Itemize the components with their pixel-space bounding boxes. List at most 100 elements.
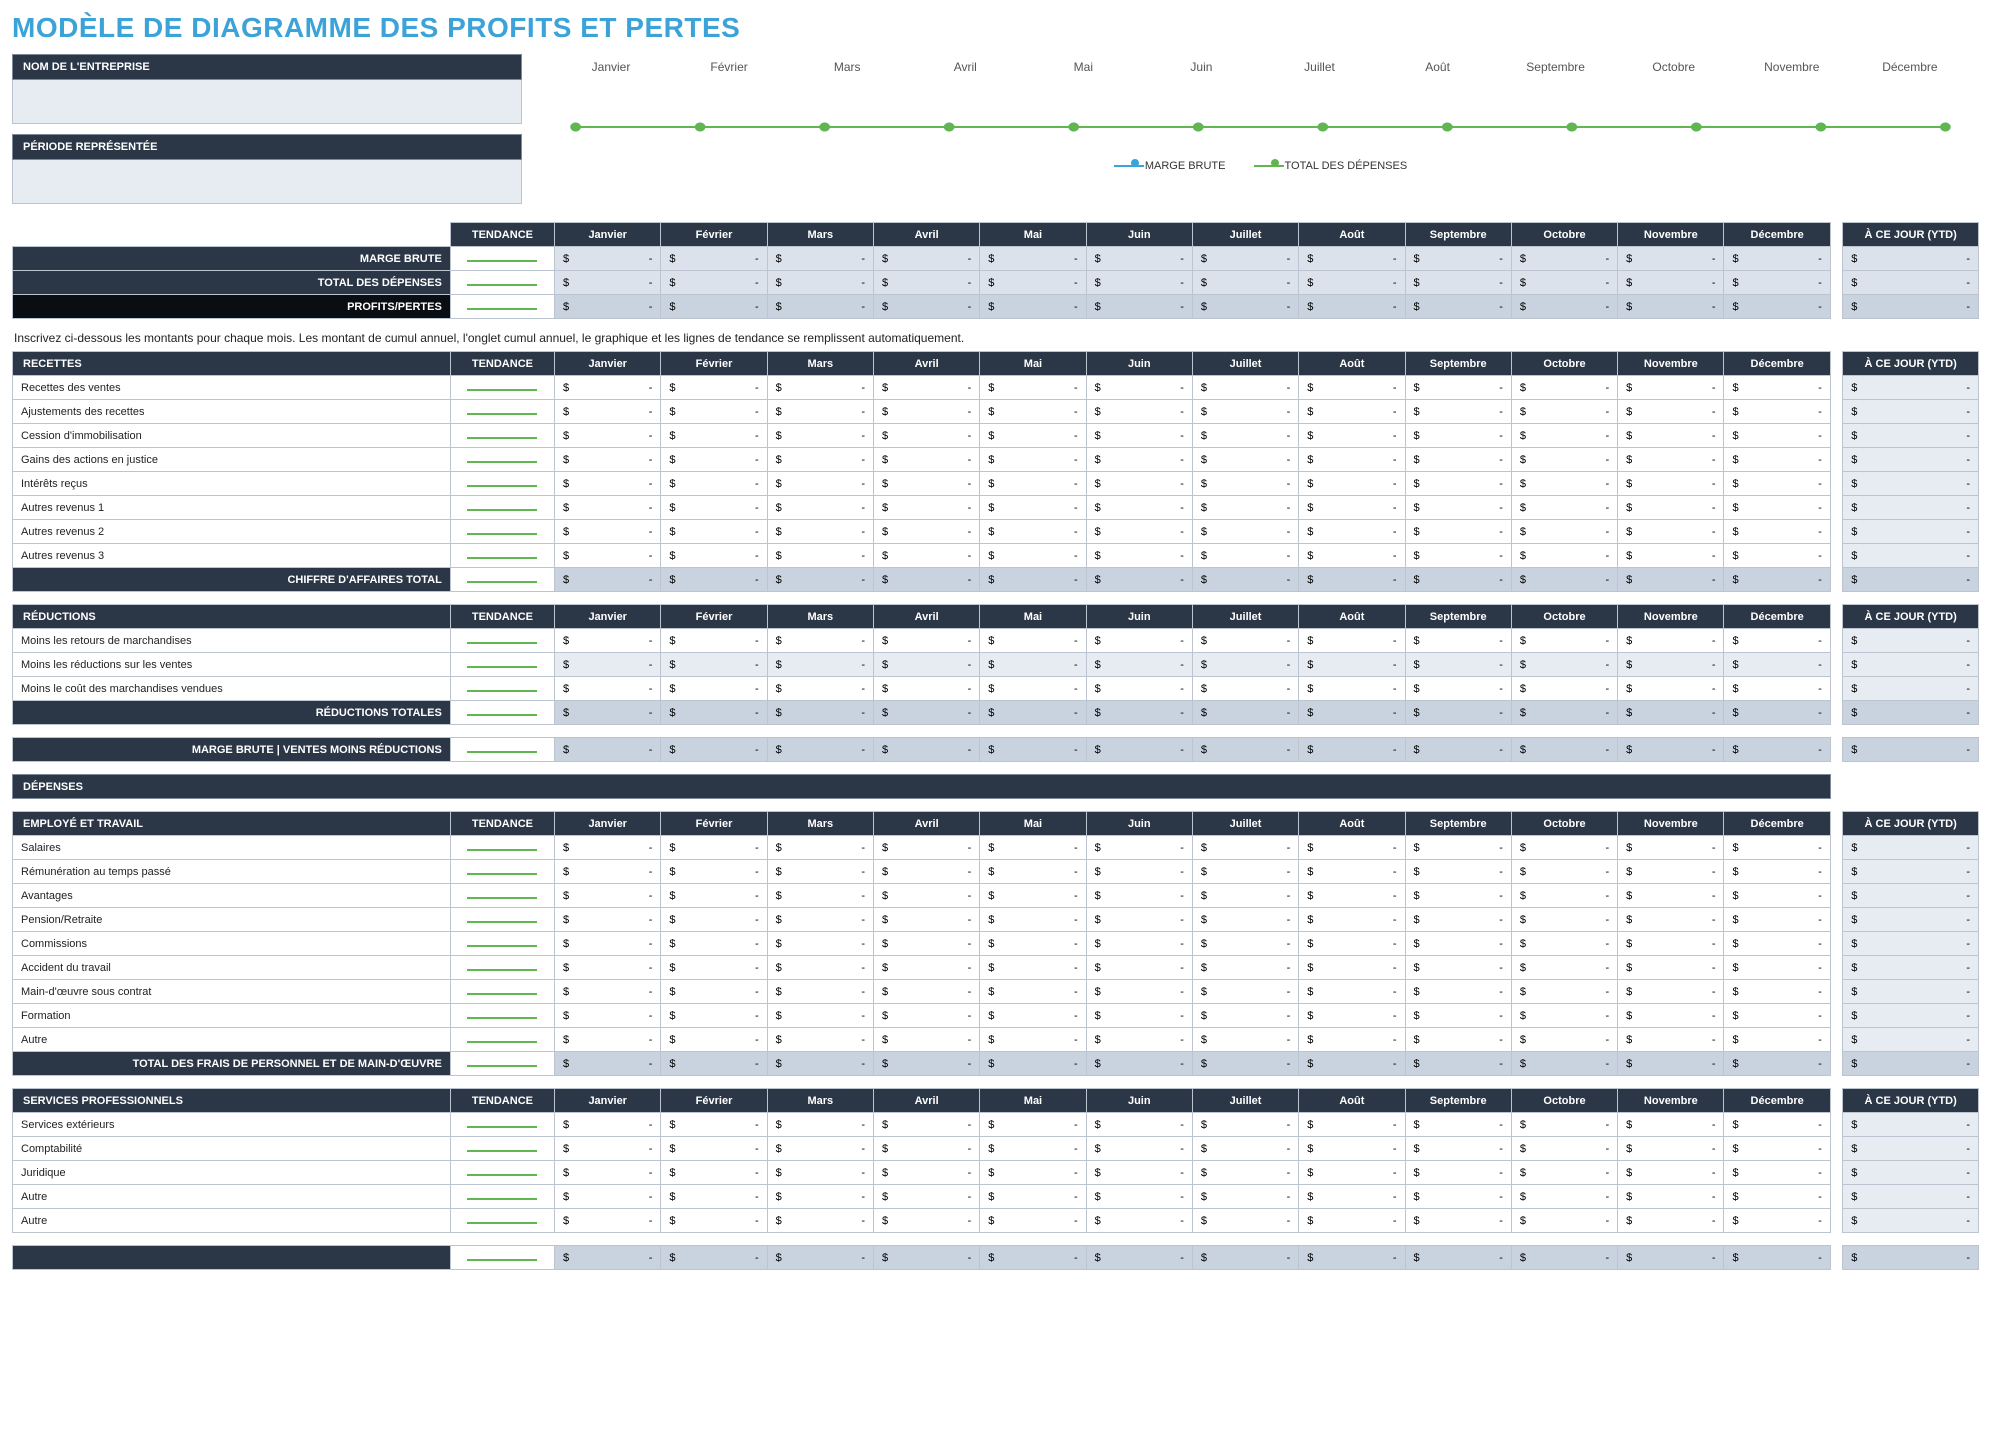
money-cell[interactable]: $- [1724,496,1830,520]
money-cell[interactable]: $- [1511,472,1617,496]
money-cell[interactable]: $- [1511,1028,1617,1052]
money-cell[interactable]: $- [1724,836,1830,860]
money-cell[interactable]: $- [767,836,873,860]
money-cell[interactable]: $- [555,860,661,884]
money-cell[interactable]: $- [980,1209,1086,1233]
money-cell[interactable]: $- [767,1185,873,1209]
money-cell[interactable]: $- [1405,472,1511,496]
money-cell[interactable]: $- [1511,884,1617,908]
money-cell[interactable]: $- [661,1209,767,1233]
money-cell[interactable]: $- [1511,1185,1617,1209]
money-cell[interactable]: $- [1405,908,1511,932]
money-cell[interactable]: $- [555,1137,661,1161]
money-cell[interactable]: $- [1405,980,1511,1004]
money-cell[interactable]: $- [980,860,1086,884]
money-cell[interactable]: $- [1724,1004,1830,1028]
money-cell[interactable]: $- [1405,448,1511,472]
money-cell[interactable]: $- [1299,908,1405,932]
money-cell[interactable]: $- [1511,1161,1617,1185]
money-cell[interactable]: $- [555,653,661,677]
money-cell[interactable]: $- [1405,1028,1511,1052]
money-cell[interactable]: $- [1299,448,1405,472]
money-cell[interactable]: $- [555,677,661,701]
money-cell[interactable]: $- [1299,376,1405,400]
money-cell[interactable]: $- [1086,400,1192,424]
money-cell[interactable]: $- [1511,629,1617,653]
money-cell[interactable]: $- [1511,1113,1617,1137]
money-cell[interactable]: $- [1511,860,1617,884]
money-cell[interactable]: $- [555,1161,661,1185]
money-cell[interactable]: $- [980,472,1086,496]
money-cell[interactable]: $- [767,1004,873,1028]
money-cell[interactable]: $- [661,1004,767,1028]
money-cell[interactable]: $- [1724,1185,1830,1209]
money-cell[interactable]: $- [873,836,979,860]
money-cell[interactable]: $- [1299,836,1405,860]
money-cell[interactable]: $- [980,884,1086,908]
money-cell[interactable]: $- [767,472,873,496]
money-cell[interactable]: $- [1192,544,1298,568]
money-cell[interactable]: $- [661,1161,767,1185]
money-cell[interactable]: $- [980,400,1086,424]
money-cell[interactable]: $- [1511,653,1617,677]
money-cell[interactable]: $- [1724,400,1830,424]
money-cell[interactable]: $- [1299,400,1405,424]
money-cell[interactable]: $- [767,1137,873,1161]
money-cell[interactable]: $- [661,956,767,980]
money-cell[interactable]: $- [767,677,873,701]
money-cell[interactable]: $- [873,520,979,544]
money-cell[interactable]: $- [1618,653,1724,677]
money-cell[interactable]: $- [1618,932,1724,956]
money-cell[interactable]: $- [767,956,873,980]
money-cell[interactable]: $- [1618,884,1724,908]
money-cell[interactable]: $- [1618,629,1724,653]
money-cell[interactable]: $- [1086,1185,1192,1209]
money-cell[interactable]: $- [1724,1028,1830,1052]
money-cell[interactable]: $- [1299,980,1405,1004]
money-cell[interactable]: $- [555,980,661,1004]
money-cell[interactable]: $- [1511,1004,1617,1028]
money-cell[interactable]: $- [1086,677,1192,701]
money-cell[interactable]: $- [1086,884,1192,908]
money-cell[interactable]: $- [1405,956,1511,980]
money-cell[interactable]: $- [661,1028,767,1052]
money-cell[interactable]: $- [1724,860,1830,884]
money-cell[interactable]: $- [1192,496,1298,520]
money-cell[interactable]: $- [1299,520,1405,544]
money-cell[interactable]: $- [1618,677,1724,701]
money-cell[interactable]: $- [873,1137,979,1161]
money-cell[interactable]: $- [1618,544,1724,568]
money-cell[interactable]: $- [1405,376,1511,400]
money-cell[interactable]: $- [555,424,661,448]
money-cell[interactable]: $- [1405,932,1511,956]
money-cell[interactable]: $- [1086,472,1192,496]
money-cell[interactable]: $- [1299,653,1405,677]
money-cell[interactable]: $- [873,980,979,1004]
money-cell[interactable]: $- [1299,496,1405,520]
money-cell[interactable]: $- [661,884,767,908]
money-cell[interactable]: $- [1192,376,1298,400]
money-cell[interactable]: $- [1511,932,1617,956]
money-cell[interactable]: $- [1192,1137,1298,1161]
money-cell[interactable]: $- [1299,1028,1405,1052]
money-cell[interactable]: $- [1086,836,1192,860]
money-cell[interactable]: $- [1511,520,1617,544]
money-cell[interactable]: $- [1299,544,1405,568]
money-cell[interactable]: $- [767,400,873,424]
money-cell[interactable]: $- [1618,376,1724,400]
money-cell[interactable]: $- [767,1113,873,1137]
money-cell[interactable]: $- [1086,448,1192,472]
money-cell[interactable]: $- [980,836,1086,860]
money-cell[interactable]: $- [1086,629,1192,653]
money-cell[interactable]: $- [661,1185,767,1209]
money-cell[interactable]: $- [980,496,1086,520]
money-cell[interactable]: $- [1511,677,1617,701]
money-cell[interactable]: $- [873,956,979,980]
money-cell[interactable]: $- [1405,860,1511,884]
money-cell[interactable]: $- [1405,836,1511,860]
money-cell[interactable]: $- [1724,653,1830,677]
money-cell[interactable]: $- [1192,1185,1298,1209]
money-cell[interactable]: $- [1618,1137,1724,1161]
money-cell[interactable]: $- [1511,496,1617,520]
money-cell[interactable]: $- [1511,908,1617,932]
